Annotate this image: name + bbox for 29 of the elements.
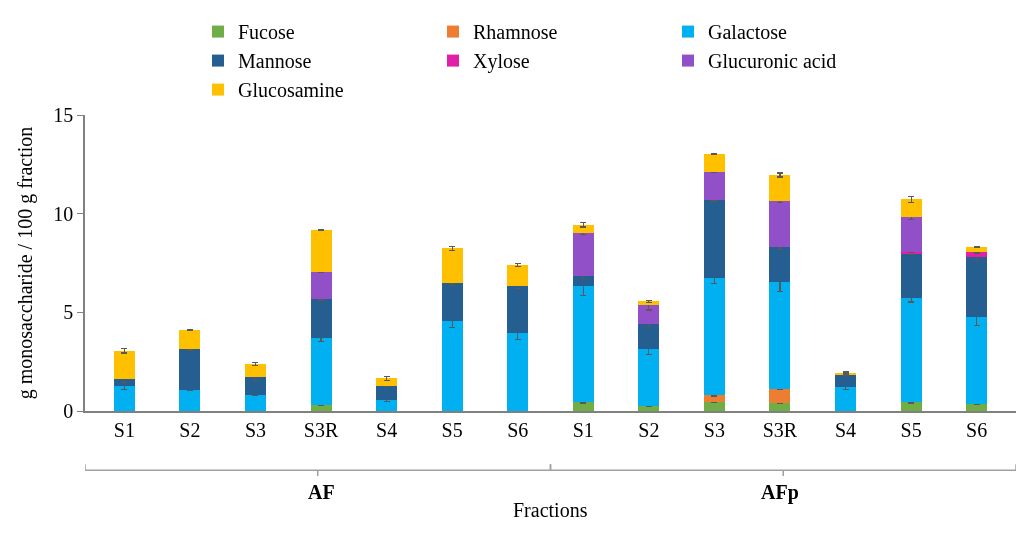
x-tick-label: S4 xyxy=(834,419,857,441)
x-tick-label: S2 xyxy=(638,419,660,441)
legend-label: Fucose xyxy=(238,21,295,44)
x-tick-label: S3R xyxy=(762,419,798,441)
y-tick-label: 15 xyxy=(53,104,74,126)
y-tick-label: 10 xyxy=(53,202,74,225)
legend-label: Xylose xyxy=(473,50,530,74)
x-tick-label: S3R xyxy=(303,419,339,441)
x-tick-label: S5 xyxy=(900,419,922,441)
x-tick-label: S4 xyxy=(376,419,398,441)
x-tick-label: S6 xyxy=(507,419,529,441)
y-axis-title: g monosaccharide / 100 g fraction xyxy=(14,126,38,400)
x-tick-label: S3 xyxy=(703,419,725,441)
y-tick-label: 0 xyxy=(63,400,74,422)
y-tick-label: 5 xyxy=(63,301,74,324)
text: AF xyxy=(308,481,335,503)
x-tick-label: S1 xyxy=(572,419,594,441)
x-tick-label: S3 xyxy=(244,419,267,441)
x-tick-label: S2 xyxy=(179,419,201,441)
x-tick-label: S5 xyxy=(441,419,463,441)
x-tick-label: S6 xyxy=(966,419,988,441)
x-tick-label: S1 xyxy=(113,419,135,441)
legend-label: Rhamnose xyxy=(473,21,558,44)
legend-label: Mannose xyxy=(238,50,312,73)
legend-label: Glucuronic acid xyxy=(708,50,837,73)
text: AFp xyxy=(761,481,799,504)
x-axis-title: Fractions xyxy=(513,499,588,521)
legend-label: Galactose xyxy=(708,21,787,44)
legend-label: Glucosamine xyxy=(238,79,344,102)
